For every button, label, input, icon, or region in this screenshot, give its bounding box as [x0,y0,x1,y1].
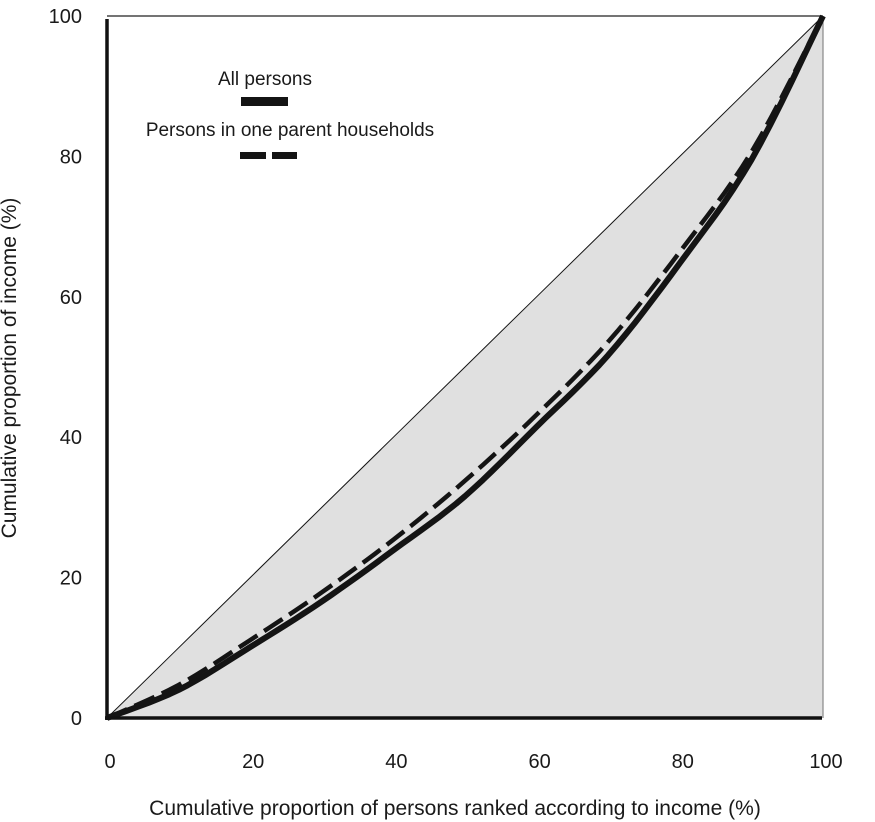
x-axis-ticks: 0 20 40 60 80 100 [104,751,842,773]
x-tick-label: 60 [528,751,550,773]
legend: All persons Persons in one parent househ… [146,69,434,159]
x-tick-label: 0 [104,751,115,773]
legend-swatch-dashed-icon [240,152,266,159]
y-tick-label: 60 [60,287,82,309]
x-axis-title: Cumulative proportion of persons ranked … [149,797,761,820]
x-tick-label: 100 [809,751,842,773]
legend-label-one-parent: Persons in one parent households [146,120,434,141]
all-persons-line [105,14,826,721]
legend-label-all-persons: All persons [218,69,312,90]
x-tick-label: 40 [385,751,407,773]
one-parent-households-line [106,14,826,721]
y-axis-ticks: 0 20 40 60 80 100 [49,6,82,730]
y-tick-label: 0 [71,708,82,730]
y-tick-label: 100 [49,6,82,28]
y-tick-label: 20 [60,568,82,590]
y-axis-title: Cumulative proportion of income (%) [0,198,21,539]
y-tick-label: 80 [60,146,82,168]
equality-line [106,15,824,719]
legend-swatch-dashed-icon-2 [272,152,297,159]
x-tick-label: 80 [672,751,694,773]
x-tick-label: 20 [242,751,264,773]
legend-swatch-solid-icon [241,97,288,106]
y-tick-label: 40 [60,427,82,449]
